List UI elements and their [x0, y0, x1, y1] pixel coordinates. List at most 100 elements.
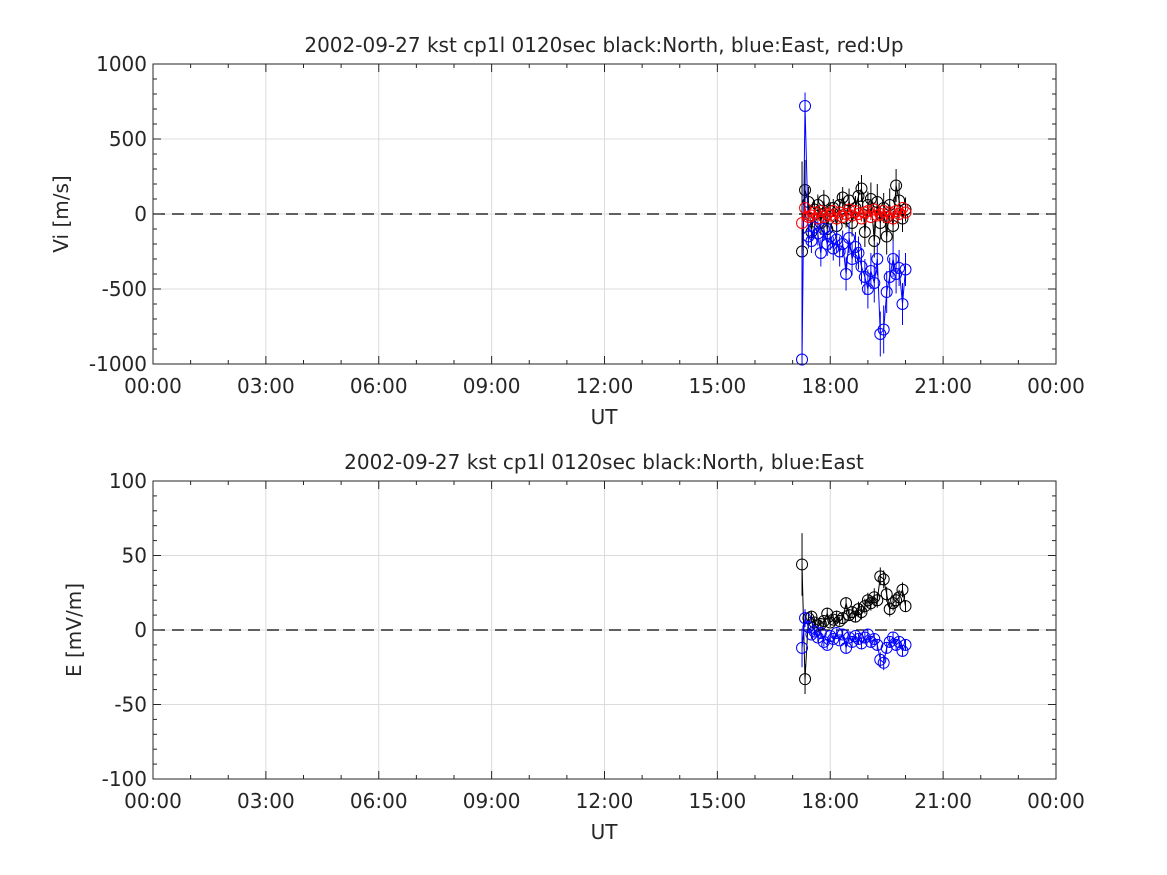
efield-y-tick-label: -100	[102, 767, 147, 791]
velocity-data-point	[864, 211, 877, 223]
efield-x-tick-label: 12:00	[576, 789, 634, 813]
velocity-data-point	[899, 263, 912, 276]
velocity-y-tick-label: 0	[134, 202, 147, 226]
velocity-data-point	[840, 268, 853, 280]
velocity-x-tick-label: 12:00	[576, 374, 634, 398]
velocity-x-tick-label: 03:00	[237, 374, 295, 398]
velocity-series-up	[796, 202, 912, 229]
efield-y-tick-label: -50	[114, 693, 147, 717]
velocity-data-point	[896, 298, 909, 310]
efield-data-point	[802, 621, 815, 634]
efield-series-line	[801, 617, 906, 664]
efield-data-point	[864, 635, 877, 648]
velocity-y-tick-label: 1000	[96, 52, 147, 76]
velocity-x-tick-label: 21:00	[914, 374, 972, 398]
efield-data-point	[893, 635, 906, 648]
velocity-data-point	[799, 100, 812, 112]
velocity-data-point	[855, 182, 868, 195]
velocity-data-point	[864, 265, 877, 277]
velocity-data-point	[817, 223, 830, 235]
velocity-data-point	[855, 212, 868, 225]
velocity-y-tick-label: -500	[102, 277, 147, 301]
efield-x-tick-label: 09:00	[463, 789, 521, 813]
efield-data-point	[796, 641, 809, 654]
velocity-data-point	[849, 205, 862, 217]
efield-x-axis-label: UT	[591, 820, 619, 844]
velocity-data-point	[887, 212, 900, 225]
velocity-x-tick-label: 00:00	[1027, 374, 1085, 398]
efield-x-tick-label: 21:00	[914, 789, 972, 813]
velocity-data-point	[827, 205, 840, 217]
efield-data-point	[830, 626, 843, 639]
velocity-data-point	[877, 205, 890, 217]
efield-data-point	[883, 603, 896, 616]
velocity-data-point	[814, 247, 827, 259]
efield-y-tick-label: 50	[122, 544, 147, 568]
efield-chart-title: 2002-09-27 kst cp1l 0120sec black:North,…	[344, 450, 864, 474]
efield-data-point	[861, 628, 874, 641]
efield-data-point	[855, 606, 868, 619]
efield-data-point	[896, 644, 909, 657]
efield-series-north	[796, 533, 912, 695]
velocity-data-point	[811, 199, 824, 211]
efield-data-point	[880, 588, 893, 601]
velocity-data-point	[890, 179, 903, 192]
velocity-data-point	[864, 193, 877, 205]
efield-x-tick-label: 06:00	[350, 789, 408, 813]
velocity-data-point	[868, 203, 881, 216]
efield-x-tick-label: 00:00	[124, 789, 182, 813]
velocity-data-point	[843, 232, 856, 244]
velocity-ticks	[152, 63, 1057, 365]
efield-data-point	[858, 631, 871, 644]
velocity-data-point	[874, 217, 887, 229]
velocity-data-point	[861, 283, 874, 295]
efield-data-point	[855, 637, 868, 650]
velocity-data-point	[811, 227, 824, 240]
efield-data-point	[817, 635, 830, 648]
efield-data-point	[843, 609, 856, 622]
velocity-panel: 2002-09-27 kst cp1l 0120sec black:North,…	[49, 33, 1085, 429]
velocity-y-tick-label: -1000	[89, 352, 147, 376]
velocity-data-point	[852, 190, 865, 202]
velocity-data-point	[871, 196, 884, 208]
efield-data-point	[817, 615, 830, 628]
velocity-data-point	[858, 271, 871, 283]
efield-data-point	[799, 673, 812, 686]
efield-y-tick-label: 0	[134, 618, 147, 642]
velocity-data-point	[874, 328, 887, 340]
velocity-data-point	[836, 238, 849, 250]
efield-data-point	[814, 626, 827, 639]
efield-data-point	[833, 615, 846, 628]
velocity-data-point	[883, 271, 896, 283]
efield-data-point	[824, 616, 837, 629]
velocity-x-axis-label: UT	[591, 405, 619, 429]
velocity-data-point	[899, 206, 912, 219]
efield-series-east	[796, 609, 912, 671]
velocity-data-point	[824, 230, 837, 243]
efield-data-point	[868, 591, 881, 604]
velocity-data-point	[871, 253, 884, 265]
velocity-data-point	[877, 323, 890, 336]
efield-data-point	[849, 629, 862, 642]
velocity-data-point	[799, 184, 812, 196]
velocity-data-point	[893, 208, 906, 220]
velocity-data-point	[846, 253, 859, 265]
efield-y-axis-label: E [mV/m]	[62, 583, 86, 677]
velocity-data-point	[808, 221, 821, 234]
velocity-data-point	[893, 262, 906, 274]
velocity-data-point	[880, 230, 893, 243]
efield-data-point	[852, 603, 865, 616]
efield-y-tick-label: 100	[109, 469, 147, 493]
efield-data-point	[846, 635, 859, 648]
efield-data-point	[799, 612, 812, 625]
efield-data-point	[871, 594, 884, 607]
velocity-data-point	[868, 235, 881, 247]
efield-data-point	[796, 558, 809, 571]
velocity-x-tick-label: 15:00	[689, 374, 747, 398]
efield-data-point	[858, 600, 871, 613]
efield-x-tick-label: 00:00	[1027, 789, 1085, 813]
efield-data-point	[890, 638, 903, 651]
velocity-data-point	[833, 245, 846, 258]
velocity-data-point	[874, 208, 887, 220]
velocity-y-tick-label: 500	[109, 127, 147, 151]
